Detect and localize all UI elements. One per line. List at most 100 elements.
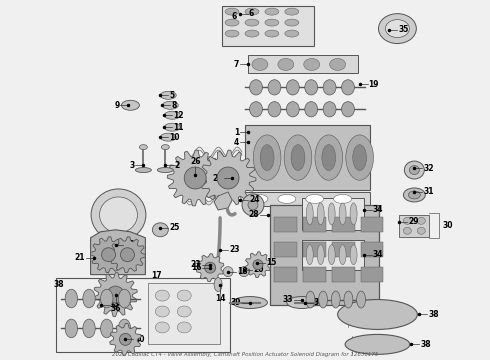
- Bar: [332, 267, 355, 282]
- Ellipse shape: [315, 135, 343, 180]
- Text: 16: 16: [191, 263, 201, 272]
- Text: 10: 10: [169, 133, 180, 142]
- Bar: [302, 240, 364, 270]
- Ellipse shape: [339, 203, 346, 225]
- Ellipse shape: [386, 20, 409, 37]
- Ellipse shape: [239, 267, 249, 276]
- Ellipse shape: [304, 58, 319, 71]
- Ellipse shape: [285, 30, 299, 37]
- Text: 30: 30: [442, 221, 453, 230]
- Ellipse shape: [284, 135, 312, 180]
- Ellipse shape: [403, 227, 412, 234]
- Polygon shape: [110, 237, 146, 273]
- Bar: [303, 242, 326, 257]
- Ellipse shape: [278, 194, 296, 203]
- Ellipse shape: [323, 80, 336, 95]
- Text: 31: 31: [423, 188, 434, 197]
- Ellipse shape: [118, 319, 131, 338]
- Bar: [274, 267, 297, 282]
- Ellipse shape: [306, 245, 313, 265]
- Ellipse shape: [242, 194, 264, 216]
- Text: 38: 38: [428, 310, 439, 319]
- Ellipse shape: [404, 161, 424, 179]
- Ellipse shape: [155, 322, 169, 333]
- Text: 6: 6: [249, 9, 254, 18]
- Ellipse shape: [250, 194, 268, 203]
- Ellipse shape: [285, 8, 299, 15]
- Text: 37: 37: [314, 298, 324, 307]
- Text: 14: 14: [215, 293, 225, 302]
- Ellipse shape: [330, 58, 345, 71]
- Bar: [222, 6, 314, 45]
- Ellipse shape: [162, 101, 178, 109]
- Bar: [361, 267, 383, 282]
- Polygon shape: [91, 230, 146, 275]
- Ellipse shape: [291, 145, 305, 171]
- Bar: [245, 125, 369, 190]
- Polygon shape: [245, 252, 271, 278]
- Bar: [148, 283, 220, 345]
- Ellipse shape: [225, 30, 239, 37]
- Circle shape: [217, 167, 239, 189]
- Text: 11: 11: [173, 123, 184, 132]
- Ellipse shape: [317, 203, 324, 225]
- Text: 2: 2: [174, 161, 179, 170]
- Text: 17: 17: [151, 271, 162, 280]
- Ellipse shape: [152, 223, 168, 237]
- Ellipse shape: [100, 319, 113, 338]
- Ellipse shape: [417, 217, 425, 224]
- Ellipse shape: [306, 291, 315, 308]
- Text: 3: 3: [129, 161, 134, 170]
- Ellipse shape: [155, 306, 169, 317]
- Bar: [270, 205, 379, 305]
- Ellipse shape: [323, 102, 336, 117]
- Circle shape: [101, 248, 116, 262]
- Ellipse shape: [248, 200, 258, 210]
- Ellipse shape: [225, 8, 239, 15]
- Bar: [332, 217, 355, 232]
- Ellipse shape: [306, 203, 313, 225]
- Ellipse shape: [317, 245, 324, 265]
- Text: 40: 40: [134, 335, 145, 344]
- Ellipse shape: [339, 245, 346, 265]
- Ellipse shape: [305, 102, 318, 117]
- Text: 22: 22: [124, 240, 135, 249]
- Ellipse shape: [344, 291, 353, 308]
- Ellipse shape: [225, 19, 239, 26]
- Bar: [303, 217, 326, 232]
- Text: 8: 8: [172, 101, 177, 110]
- Text: 24: 24: [249, 195, 260, 204]
- Ellipse shape: [417, 227, 425, 234]
- Polygon shape: [196, 254, 224, 282]
- Ellipse shape: [403, 188, 425, 202]
- Bar: [303, 267, 326, 282]
- Text: 2022 Cadillac CT4 - Valve Assembly, Camshaft Position Actuator Solenoid Diagram : 2022 Cadillac CT4 - Valve Assembly, Cams…: [112, 352, 378, 357]
- Text: 21: 21: [74, 253, 85, 262]
- Text: 1: 1: [234, 128, 239, 137]
- Ellipse shape: [345, 334, 410, 354]
- Ellipse shape: [306, 194, 324, 203]
- Ellipse shape: [164, 123, 180, 131]
- Ellipse shape: [278, 58, 294, 71]
- Bar: [245, 192, 369, 206]
- Text: 35: 35: [398, 25, 409, 34]
- Text: 18: 18: [237, 267, 247, 276]
- Ellipse shape: [233, 297, 268, 309]
- Circle shape: [121, 248, 134, 262]
- Text: 39: 39: [230, 298, 241, 307]
- Ellipse shape: [409, 166, 419, 175]
- Text: 33: 33: [282, 295, 293, 304]
- Ellipse shape: [331, 291, 340, 308]
- Ellipse shape: [177, 322, 191, 333]
- Text: 5: 5: [169, 91, 174, 100]
- Ellipse shape: [322, 145, 336, 171]
- Circle shape: [120, 333, 131, 345]
- Text: 27: 27: [213, 174, 223, 183]
- Text: 25: 25: [169, 223, 180, 232]
- Circle shape: [253, 260, 263, 270]
- Ellipse shape: [350, 203, 357, 225]
- Text: 19: 19: [368, 80, 379, 89]
- Ellipse shape: [223, 267, 233, 276]
- Ellipse shape: [286, 102, 299, 117]
- Bar: [361, 242, 383, 257]
